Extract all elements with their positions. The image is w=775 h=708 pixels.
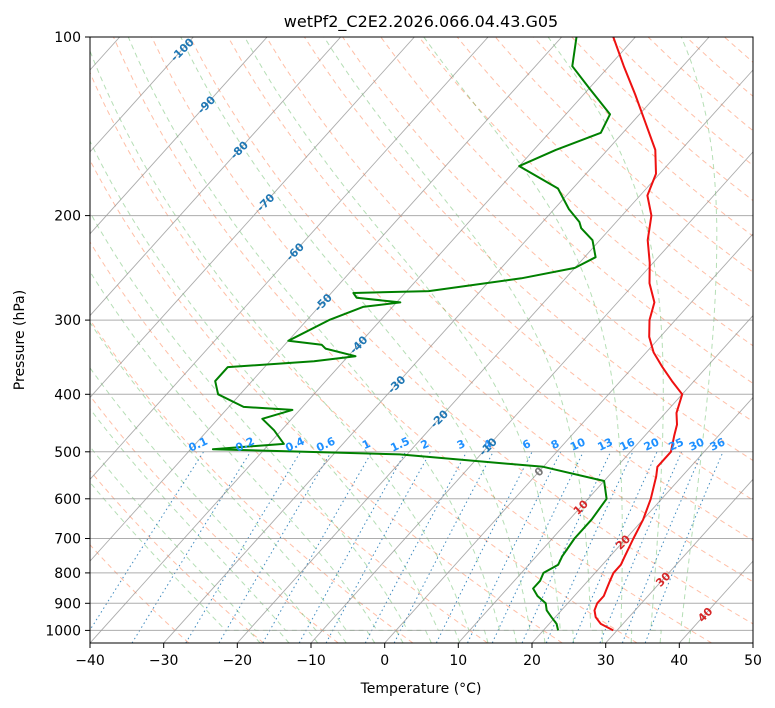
mixing-ratio-line (218, 451, 332, 643)
dry-adiabat (90, 469, 264, 643)
moist-adiabat (90, 270, 404, 643)
moist-adiabat (180, 37, 546, 643)
isotherm (90, 37, 489, 481)
moist-adiabat (127, 37, 517, 643)
mixing-ratio-line (131, 451, 251, 643)
mixing-ratio-line (545, 451, 634, 643)
isotherm (90, 37, 268, 235)
dry-adiabat (418, 37, 753, 347)
chart-title: wetPf2_C2E2.2026.066.04.43.G05 (284, 12, 558, 32)
x-tick-label: 20 (523, 653, 541, 669)
mixing-ratio-line (90, 451, 205, 631)
mixing-ratio-line (185, 451, 301, 643)
moist-adiabat (90, 367, 347, 643)
mixing-ratio-label: 16 (618, 435, 638, 453)
mixing-ratio-label: 30 (687, 435, 707, 453)
x-tick-label: −10 (296, 653, 326, 669)
dry-adiabat (265, 37, 753, 501)
mixing-ratio-label: 10 (568, 435, 588, 453)
dry-adiabat (90, 395, 339, 643)
x-tick-label: −30 (149, 653, 179, 669)
dewpoint-profile-line (211, 37, 611, 631)
y-tick-label: 1000 (45, 623, 81, 639)
isotherm (605, 478, 753, 643)
y-tick-label: 500 (54, 445, 81, 461)
dry-adiabat (189, 37, 753, 583)
y-tick-label: 600 (54, 492, 81, 508)
isotherm (90, 37, 342, 317)
x-tick-label: −40 (75, 653, 105, 669)
mixing-ratio-label: 25 (667, 436, 686, 454)
y-tick-label: 200 (54, 209, 81, 225)
dry-adiabat (342, 37, 753, 423)
isotherm (384, 233, 753, 643)
moist-adiabat (547, 37, 664, 643)
x-tick-label: 0 (380, 653, 389, 669)
isotherm (163, 37, 710, 643)
dry-adiabat (227, 37, 753, 542)
axis-ticks: −40 −30 −20 −10 0 10 20 30 40 50 100 200 300 400 500 60… (45, 30, 762, 669)
mixing-ratio-line (467, 451, 562, 643)
dry-adiabat (303, 37, 753, 462)
moist-adiabat (323, 37, 603, 643)
y-axis-label: Pressure (hPa) (12, 290, 28, 390)
x-tick-label: 40 (670, 653, 688, 669)
grid (90, 37, 753, 643)
moist-adiabat (90, 140, 461, 643)
plot-frame (89, 36, 754, 644)
isotherm (236, 69, 753, 643)
moist-adiabat (90, 408, 319, 643)
x-tick-label: 10 (449, 653, 467, 669)
dry-adiabat (113, 37, 712, 643)
mixing-ratio-line (364, 451, 468, 643)
mixing-ratio-label: 36 (708, 435, 728, 453)
dry-adiabat (90, 159, 563, 643)
isotherm (457, 314, 753, 643)
moist-adiabat (90, 211, 432, 643)
moist-adiabat (680, 37, 718, 643)
y-tick-label: 700 (54, 532, 81, 548)
moist-adiabat (90, 49, 489, 643)
isotherm (90, 37, 415, 399)
background-lines (90, 37, 753, 643)
series-lines (211, 37, 684, 632)
moist-adiabat (423, 37, 633, 643)
y-tick-label: 800 (54, 566, 81, 582)
x-axis-label: Temperature (°C) (360, 681, 482, 697)
x-tick-label: 30 (597, 653, 615, 669)
isotherm (531, 396, 753, 643)
y-tick-label: 900 (54, 596, 81, 612)
dry-adiabat (90, 71, 638, 643)
dry-adiabat (90, 241, 488, 643)
x-tick-label: −20 (223, 653, 253, 669)
mixing-ratio-label: 13 (596, 436, 615, 454)
y-tick-label: 100 (54, 30, 81, 46)
x-tick-label: 50 (744, 653, 762, 669)
dry-adiabat (151, 37, 753, 625)
moist-adiabat (244, 37, 575, 643)
isotherm (310, 151, 753, 643)
y-tick-label: 400 (54, 387, 81, 403)
temperature-profile-line (593, 37, 684, 632)
y-tick-label: 300 (54, 313, 81, 329)
isotherm (90, 37, 194, 153)
isotherm (90, 37, 636, 643)
mixing-ratio-label: 20 (642, 435, 662, 453)
